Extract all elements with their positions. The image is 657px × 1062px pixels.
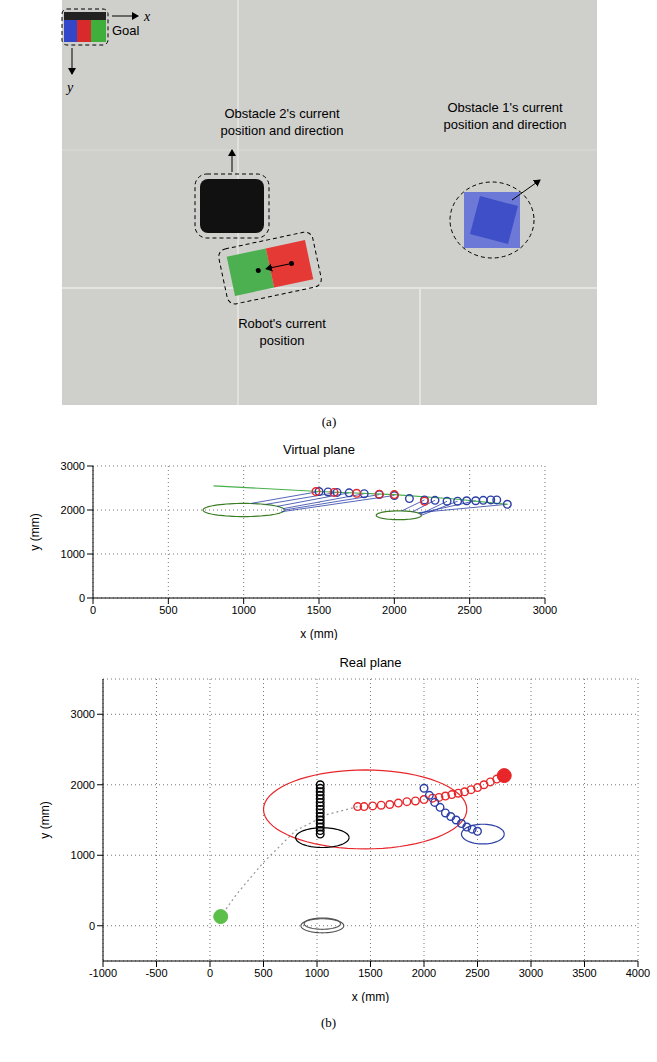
svg-text:1000: 1000 [305,967,329,979]
svg-text:2000: 2000 [412,967,436,979]
html-text:Real plane: Real plane [339,655,402,670]
svg-text:y (mm): y (mm) [38,801,52,838]
svg-text:3000: 3000 [519,967,543,979]
svg-text:1000: 1000 [61,548,85,560]
svg-text:-500: -500 [145,967,167,979]
svg-text:3000: 3000 [61,460,85,472]
svg-text:Robot's currentposition: Robot's currentposition [238,316,326,348]
svg-text:2000: 2000 [61,504,85,516]
svg-text:0: 0 [89,920,95,932]
svg-text:(a): (a) [322,414,336,429]
svg-text:x (mm): x (mm) [300,627,337,640]
svg-text:1500: 1500 [307,604,331,616]
svg-text:0: 0 [79,592,85,604]
svg-text:1500: 1500 [358,967,382,979]
svg-text:0: 0 [90,604,96,616]
svg-text:Goal: Goal [112,23,140,38]
svg-text:Obstacle 2's currentposition a: Obstacle 2's currentposition and directi… [221,106,344,138]
svg-text:2500: 2500 [465,967,489,979]
svg-text:1000: 1000 [231,604,255,616]
svg-text:3000: 3000 [533,604,557,616]
svg-text:x: x [143,9,151,24]
html-text:(b): (b) [320,1015,337,1030]
svg-text:1000: 1000 [71,849,95,861]
svg-text:-1000: -1000 [89,967,117,979]
svg-text:500: 500 [254,967,272,979]
svg-text:2000: 2000 [382,604,406,616]
svg-text:500: 500 [159,604,177,616]
svg-text:x (mm): x (mm) [352,990,389,1003]
svg-text:y (mm): y (mm) [28,513,42,550]
svg-text:2500: 2500 [457,604,481,616]
svg-text:3000: 3000 [71,708,95,720]
svg-text:2000: 2000 [71,779,95,791]
svg-text:3500: 3500 [572,967,596,979]
svg-text:y: y [65,80,74,95]
svg-text:4000: 4000 [626,967,650,979]
svg-text:Obstacle 1's currentposition a: Obstacle 1's currentposition and directi… [444,100,567,132]
html-text:Virtual plane: Virtual plane [283,442,355,457]
svg-text:0: 0 [207,967,213,979]
